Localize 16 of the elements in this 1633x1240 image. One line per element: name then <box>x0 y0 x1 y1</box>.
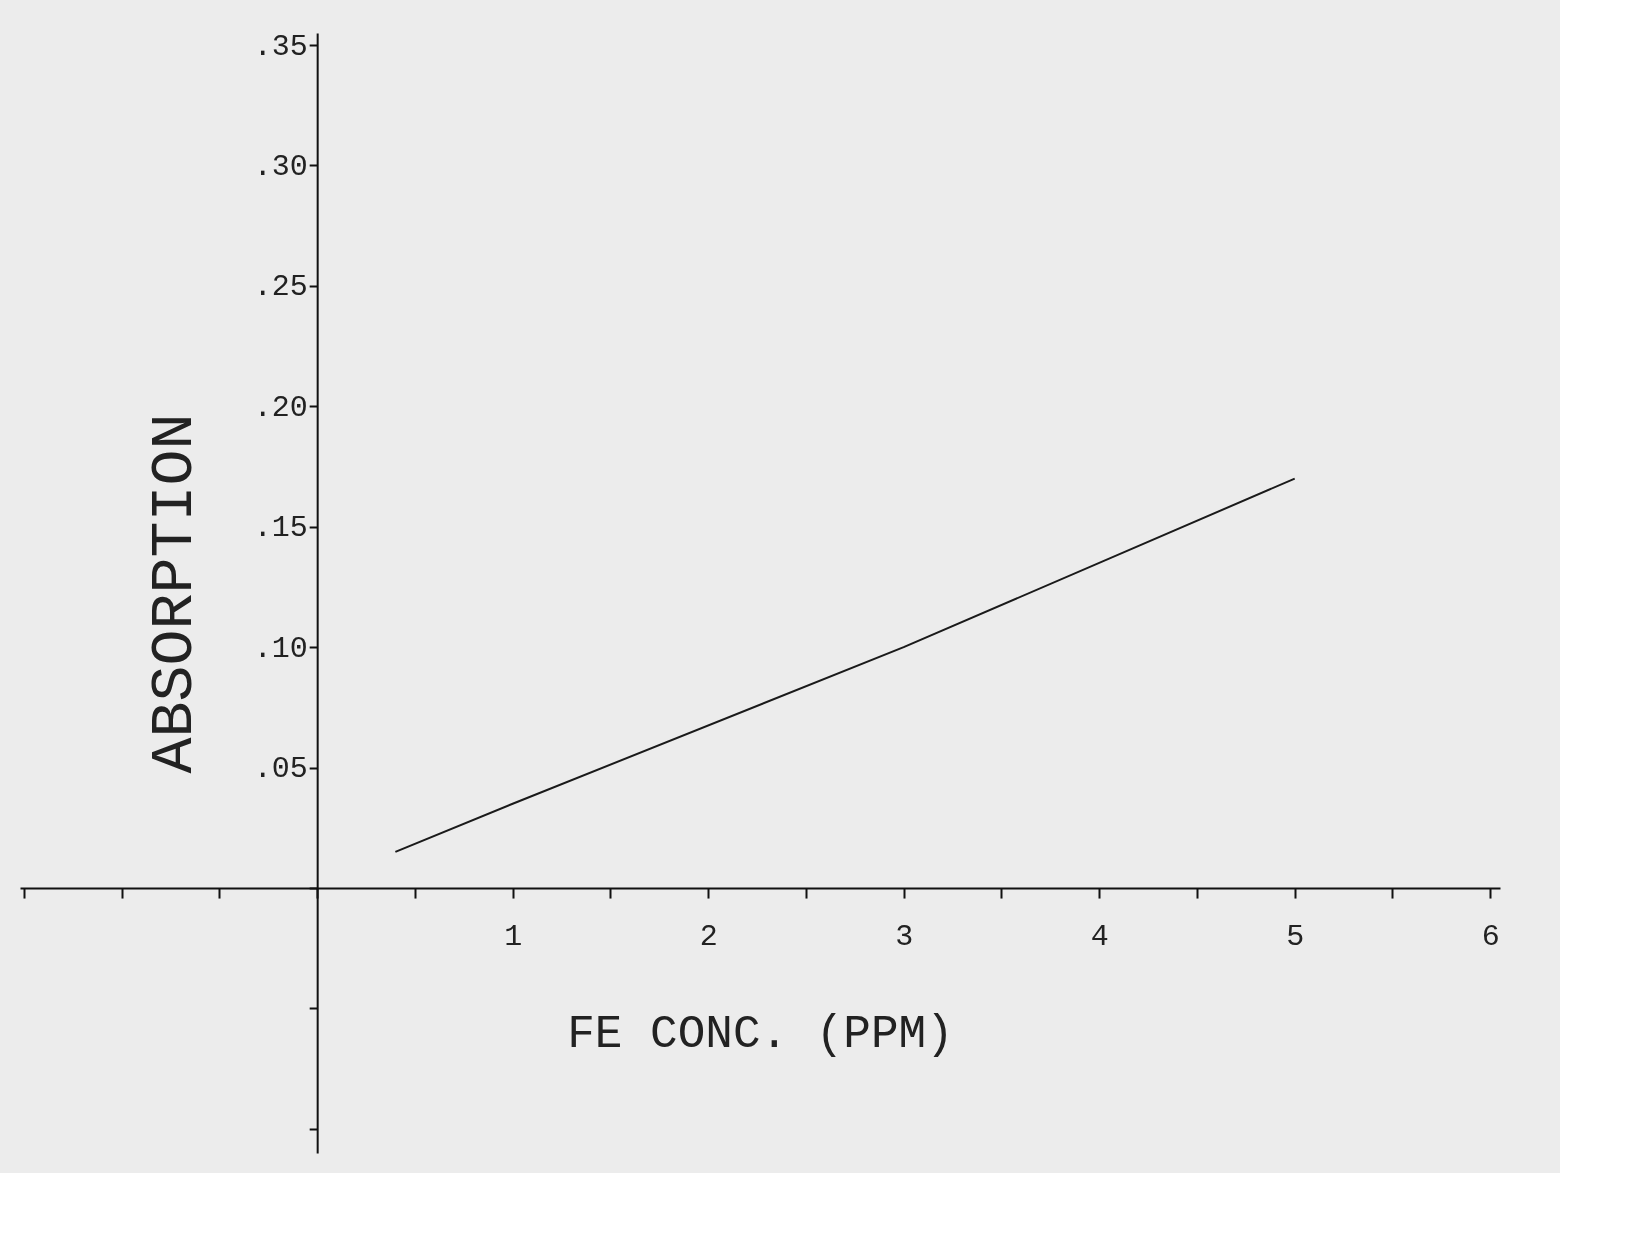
y-tick-label: .05 <box>253 752 308 787</box>
x-tick-label: 1 <box>504 919 523 954</box>
x-tick-label: 4 <box>1090 919 1109 954</box>
y-axis-title: ABSORPTION <box>140 413 209 774</box>
y-tick-label: .20 <box>253 390 308 425</box>
line-series <box>394 477 1296 853</box>
y-tick-label: .15 <box>253 511 308 546</box>
y-tick-label: .25 <box>253 270 308 305</box>
x-tick-label: 6 <box>1481 919 1500 954</box>
y-tick-label: .30 <box>253 149 308 184</box>
y-tick-label: .10 <box>253 631 308 666</box>
y-tick-label: .35 <box>253 29 308 64</box>
x-tick-label: 2 <box>699 919 718 954</box>
x-tick-label: 3 <box>895 919 914 954</box>
x-tick-label: 5 <box>1286 919 1305 954</box>
x-axis-title: FE CONC. (PPM) <box>567 1008 954 1061</box>
